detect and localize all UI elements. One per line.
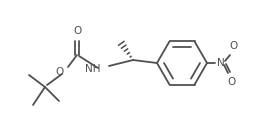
Text: O: O xyxy=(56,67,64,77)
Text: O: O xyxy=(227,77,235,87)
Text: NH: NH xyxy=(85,64,101,74)
Text: N: N xyxy=(217,58,225,68)
Text: O: O xyxy=(73,26,81,36)
Text: O: O xyxy=(229,41,237,51)
